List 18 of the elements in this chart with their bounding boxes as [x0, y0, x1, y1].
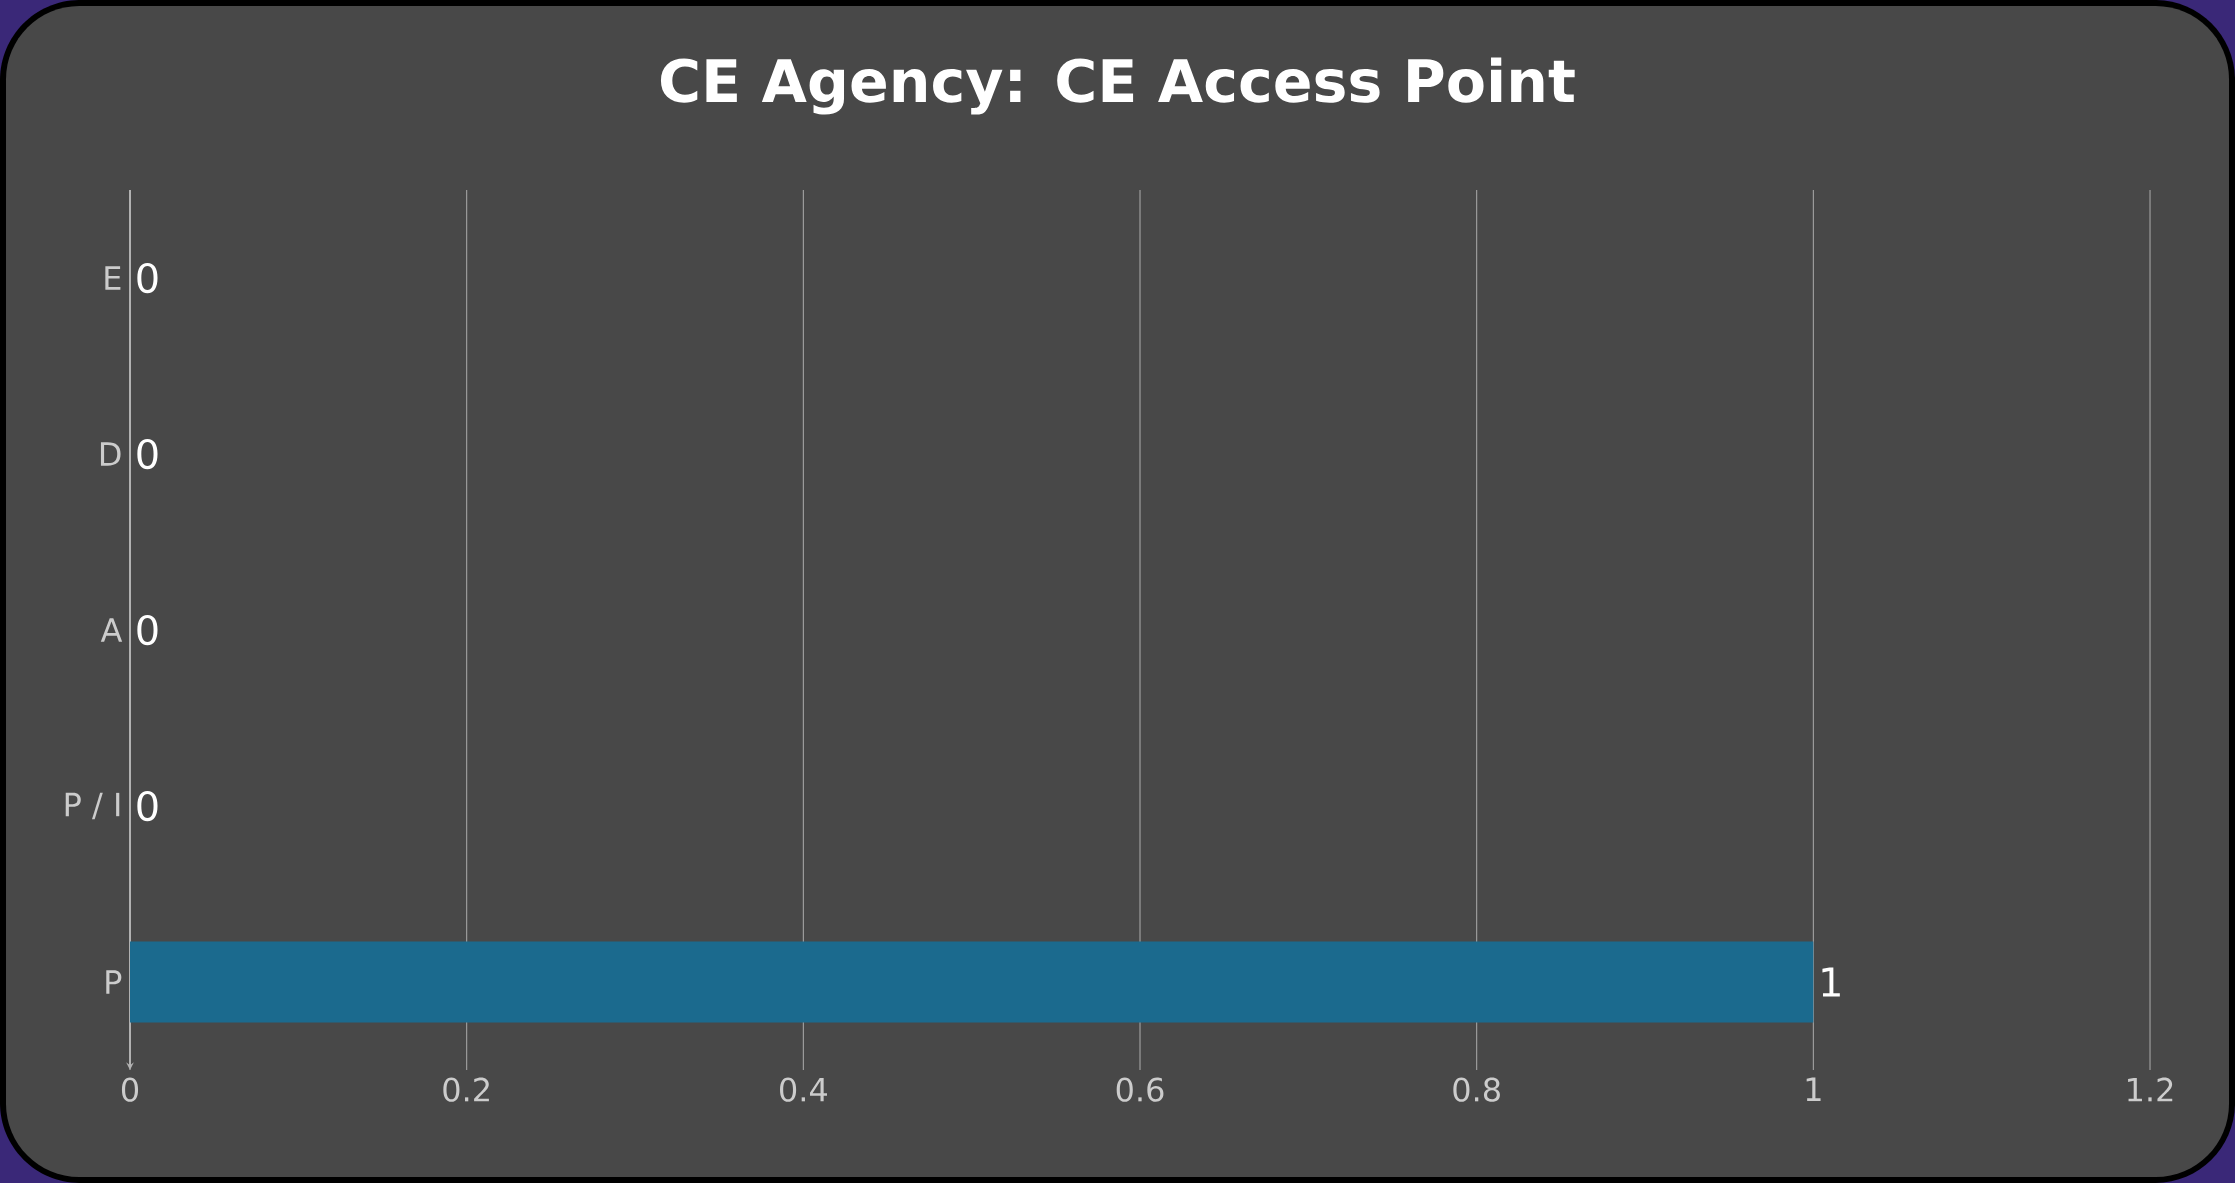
data-label: 1	[1822, 967, 1840, 997]
data-label: 0	[137, 438, 158, 470]
chart-title: CE Agency: CE Access Point	[660, 57, 1575, 115]
data-label: 0	[137, 790, 158, 822]
x-tick-label: 1.2	[2128, 1077, 2173, 1102]
x-tick-label: 0.8	[1453, 1077, 1500, 1102]
x-tick-label: 1	[1806, 1077, 1821, 1101]
data-label: 0	[137, 614, 158, 646]
data-label: 0	[137, 262, 158, 294]
y-tick-label: P / I	[65, 792, 120, 820]
y-tick-label: P	[106, 970, 122, 994]
x-tick-label: 0.6	[1116, 1077, 1164, 1102]
x-tick-label: 0	[121, 1077, 139, 1102]
x-tick-label: 0.4	[780, 1077, 827, 1102]
y-tick-label: E	[105, 266, 121, 290]
y-tick-label: A	[100, 618, 123, 642]
x-tick-label: 0.2	[443, 1077, 489, 1102]
y-tick-label: D	[100, 442, 121, 466]
